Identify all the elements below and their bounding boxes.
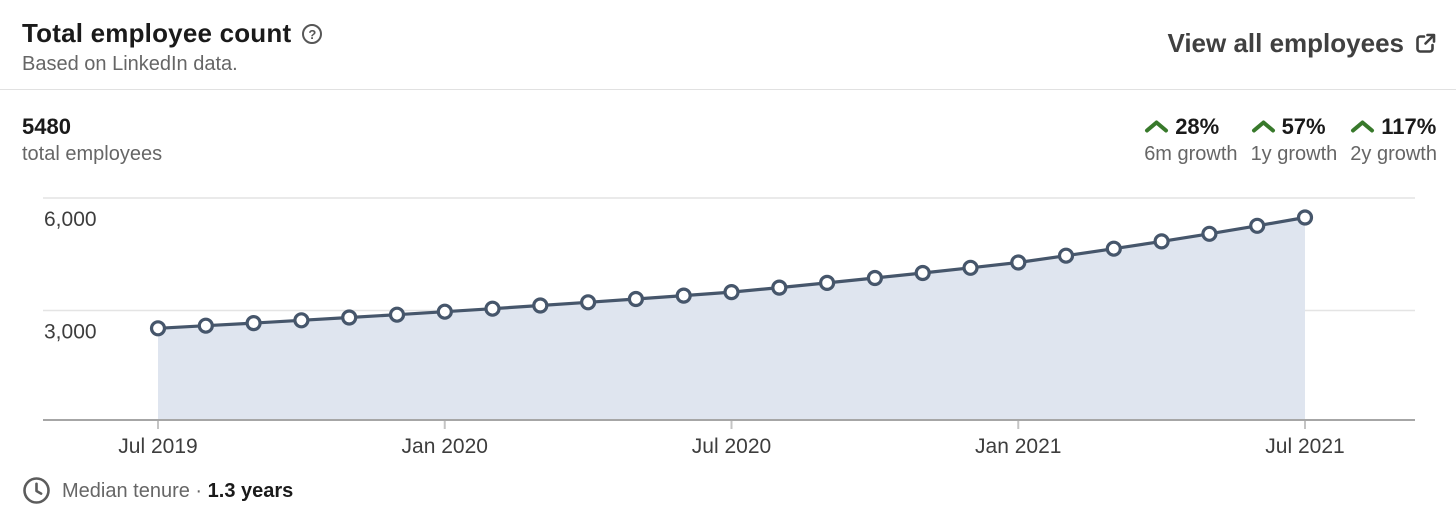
data-point[interactable] — [532, 297, 549, 314]
x-axis-label: Jul 2020 — [692, 435, 771, 458]
data-point[interactable] — [579, 294, 597, 311]
help-icon[interactable]: ? — [302, 24, 323, 44]
header-divider — [0, 89, 1456, 90]
subtitle: Based on LinkedIn data. — [22, 53, 238, 75]
data-point[interactable] — [818, 274, 836, 291]
view-all-employees-link[interactable]: View all employees — [1167, 29, 1438, 57]
total-employee-value: 5480 — [22, 114, 71, 139]
median-tenure-label: Median tenure · — [62, 479, 208, 502]
data-point[interactable] — [1296, 209, 1314, 226]
y-axis-label: 6,000 — [44, 208, 97, 231]
growth-value-2y: 117% — [1381, 113, 1437, 139]
data-point[interactable] — [771, 279, 788, 296]
data-point[interactable] — [436, 303, 453, 320]
data-point[interactable] — [914, 264, 931, 282]
data-point[interactable] — [484, 300, 501, 317]
page-title: Total employee count — [22, 18, 292, 48]
data-point[interactable] — [197, 317, 214, 334]
external-link-icon — [1414, 31, 1438, 55]
data-point[interactable] — [1201, 225, 1218, 242]
median-tenure-value: 1.3 years — [207, 479, 294, 502]
data-point[interactable] — [1105, 240, 1122, 257]
employee-count-chart: 3,000 6,000 Jul 2019 Jan 2020 Jul 2020 Jan 20… — [0, 190, 1456, 460]
x-axis-label: Jan 2020 — [402, 435, 488, 458]
x-axis-label: Jan 2021 — [975, 435, 1061, 458]
data-point[interactable] — [149, 320, 167, 337]
growth-stat-6m: 28% 6m growth — [1144, 113, 1237, 167]
growth-value-1y: 57% — [1281, 113, 1326, 139]
median-tenure: Median tenure · 1.3 years — [22, 476, 293, 505]
x-axis-label: Jul 2019 — [118, 435, 197, 458]
view-all-label: View all employees — [1167, 28, 1404, 58]
data-point[interactable] — [1057, 247, 1075, 264]
total-employee-label: total employees — [22, 143, 163, 165]
growth-stat-1y: 57% 1y growth — [1251, 113, 1338, 167]
x-axis-label: Jul 2021 — [1265, 435, 1344, 458]
growth-label-1y: 1y growth — [1250, 143, 1338, 165]
data-point[interactable] — [245, 315, 262, 332]
growth-value-6m: 28% — [1175, 113, 1220, 139]
data-point[interactable] — [293, 312, 310, 329]
growth-stats: 28% 6m growth 57% 1y growth — [1144, 113, 1437, 167]
growth-label-6m: 6m growth — [1144, 143, 1238, 165]
growth-label-2y: 2y growth — [1350, 143, 1437, 165]
data-point[interactable] — [866, 269, 884, 287]
data-point[interactable] — [1153, 233, 1170, 250]
employee-chart-svg: 3,000 6,000 Jul 2019 Jan 2020 Jul 2020 Jan 20… — [43, 197, 1415, 458]
data-point[interactable] — [1249, 217, 1266, 234]
summary-stat: 5480 total employees — [22, 113, 162, 167]
growth-up-icon — [1251, 119, 1276, 134]
data-point[interactable] — [388, 306, 406, 323]
growth-up-icon — [1144, 119, 1169, 134]
data-point[interactable] — [627, 290, 645, 308]
data-point[interactable] — [341, 309, 358, 326]
data-point[interactable] — [723, 284, 740, 301]
growth-up-icon — [1350, 119, 1375, 134]
data-point[interactable] — [675, 287, 692, 304]
median-tenure-text: Median tenure · 1.3 years — [62, 477, 293, 505]
clock-icon — [22, 476, 51, 505]
y-axis-label: 3,000 — [44, 321, 97, 344]
data-point[interactable] — [962, 259, 979, 276]
data-point[interactable] — [1010, 254, 1027, 271]
growth-stat-2y: 117% 2y growth — [1350, 113, 1437, 167]
